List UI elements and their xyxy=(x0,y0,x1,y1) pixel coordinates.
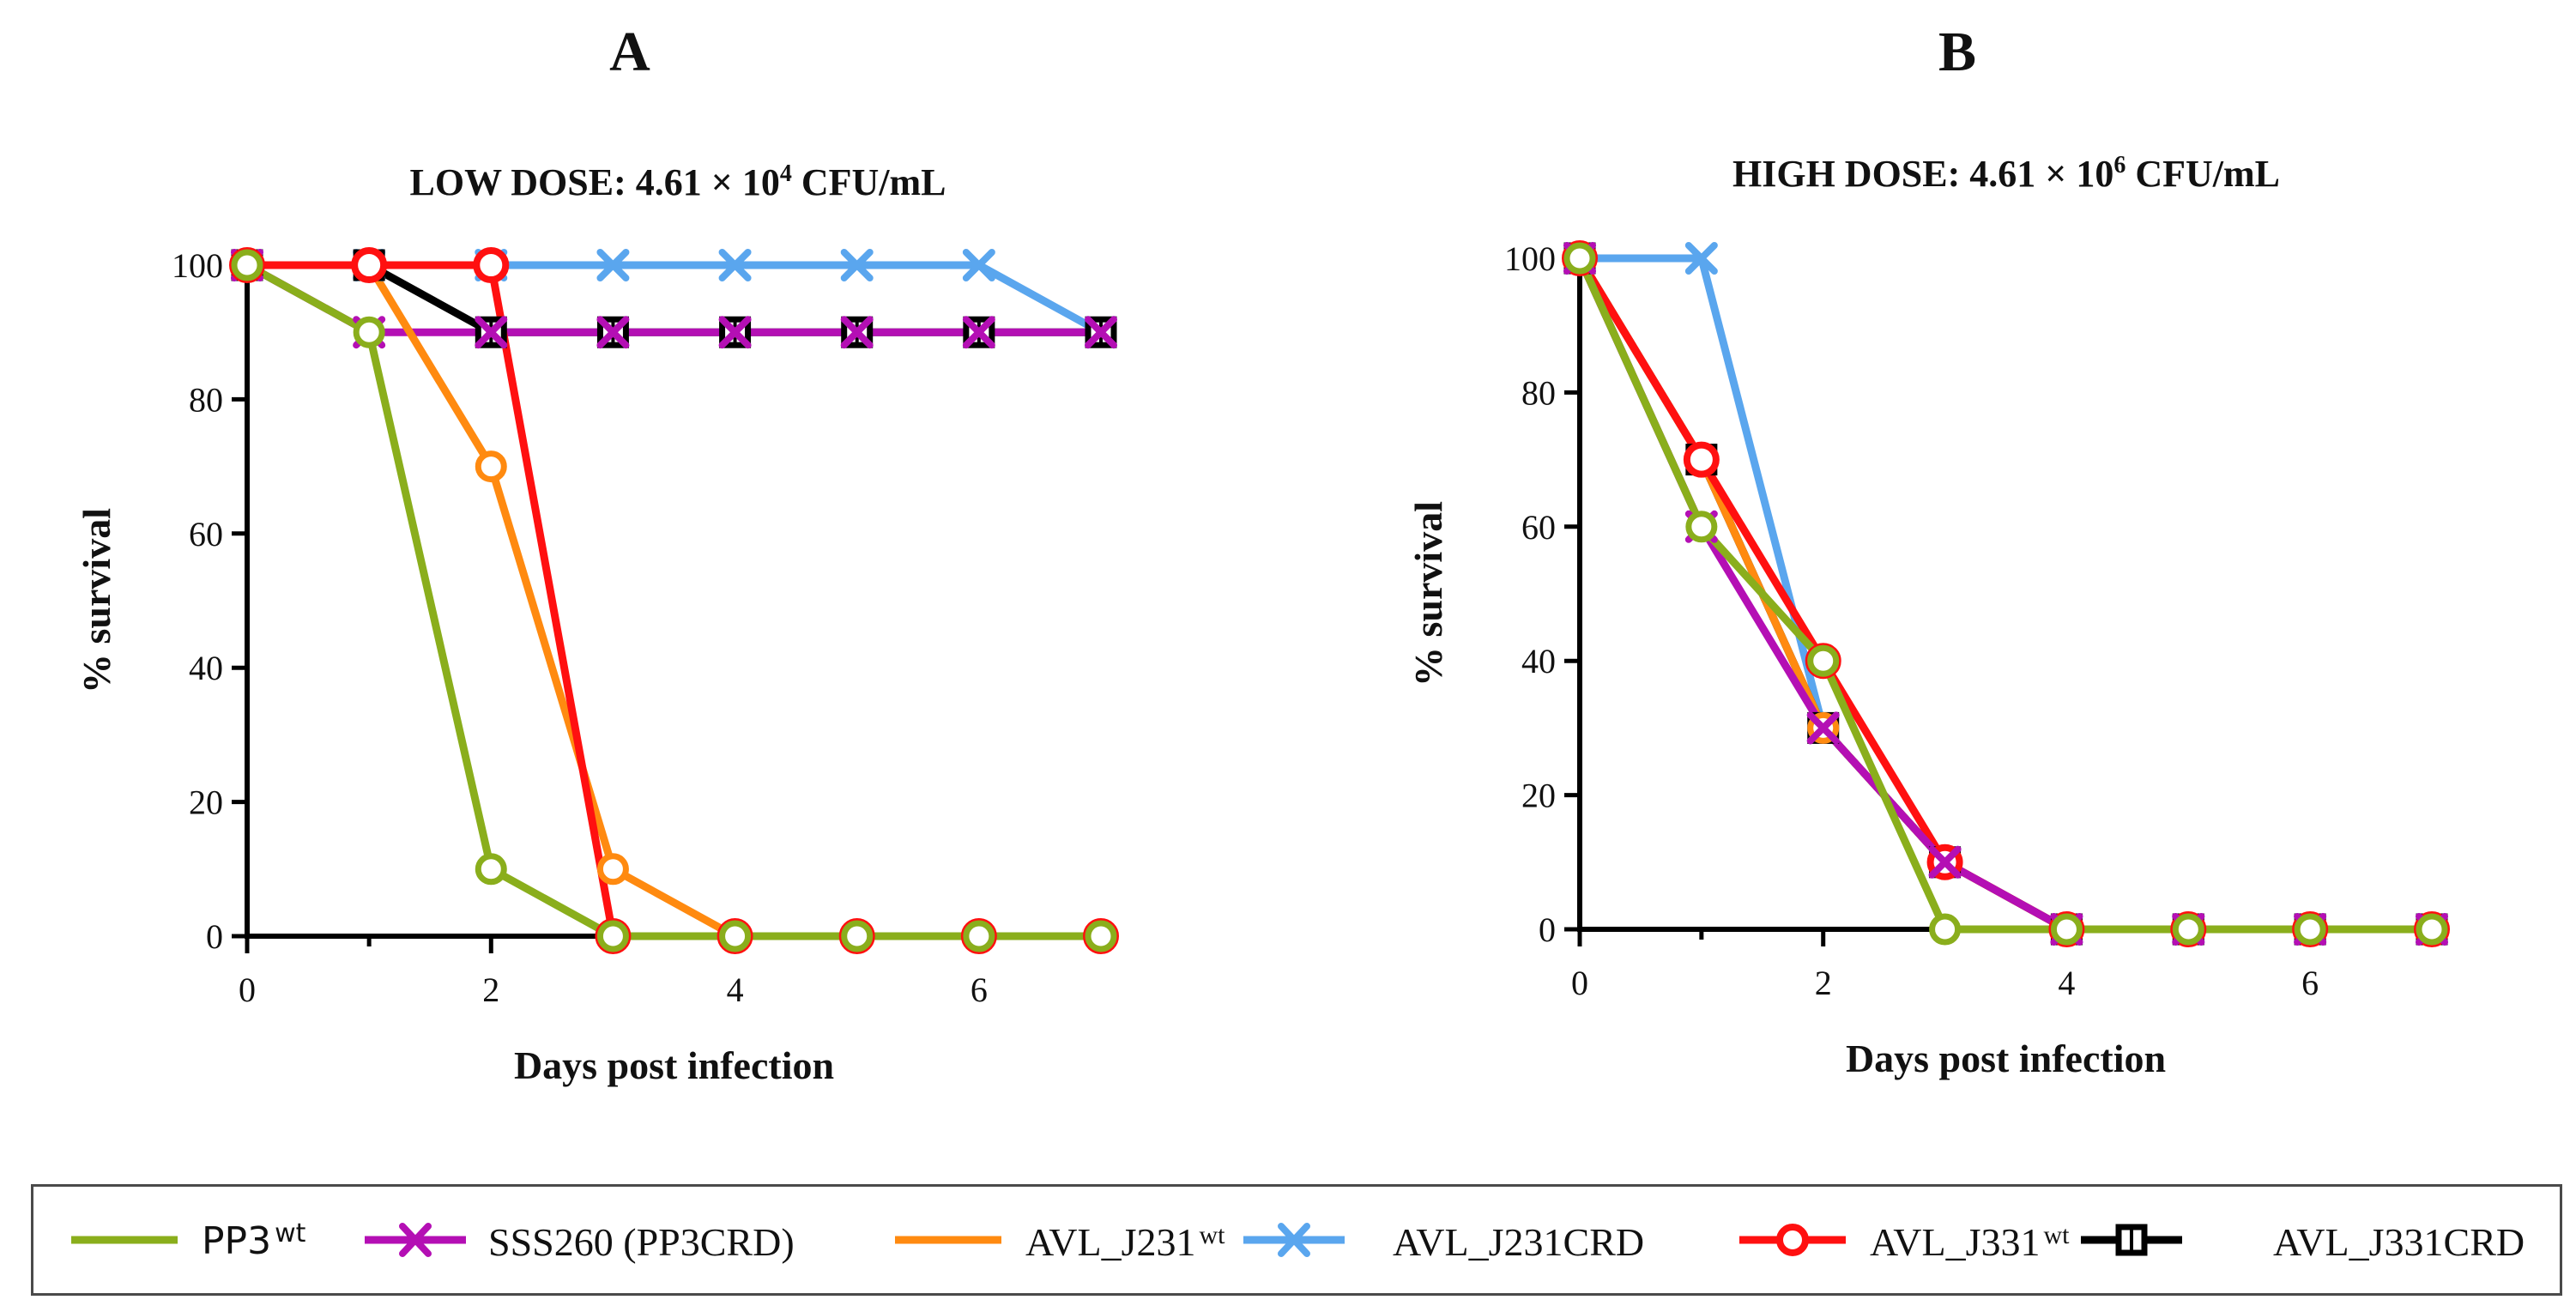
point-avl-j331 xyxy=(1683,441,1720,478)
x-tick-label: 0 xyxy=(239,970,256,1009)
x-tick-label: 6 xyxy=(971,970,988,1009)
point-stroke xyxy=(962,316,995,349)
point-avl-j331 xyxy=(473,247,510,283)
y-tick-label: 40 xyxy=(189,649,223,687)
point-pp3 xyxy=(1563,242,1596,275)
point-pp3 xyxy=(596,920,629,952)
point-avl-j231crd xyxy=(840,249,874,281)
legend-label-avl-j231crd: AVL_J231CRD xyxy=(1393,1220,1645,1264)
y-tick-label: 60 xyxy=(189,515,223,553)
point-sss260-pp3crd xyxy=(840,316,874,349)
y-tick-label: 20 xyxy=(189,783,223,822)
point-pp3 xyxy=(2416,913,2448,946)
x-axis-label: Days post infection xyxy=(514,1043,834,1087)
point-pp3 xyxy=(353,316,385,348)
y-tick-label: 0 xyxy=(206,917,223,956)
series-line-pp3 xyxy=(243,261,1105,940)
legend-swatch-avl-j231crd xyxy=(1243,1223,1345,1257)
point-avl-j331 xyxy=(351,247,388,283)
y-tick-label: 20 xyxy=(1521,777,1556,815)
point-pp3 xyxy=(1085,920,1117,952)
point-pp3 xyxy=(1807,644,1840,677)
point-pp3 xyxy=(963,920,995,952)
legend: PP3 wt SSS260 (PP3CRD) AVL_J231 wt AVL_J23… xyxy=(31,1184,2562,1296)
point-sss260-pp3crd xyxy=(718,316,752,349)
point-sss260-pp3crd xyxy=(596,316,630,349)
series-line-avl-j331crd xyxy=(1575,254,2436,934)
y-tick-label: 40 xyxy=(1521,642,1556,680)
legend-label-sss260: SSS260 (PP3CRD) xyxy=(488,1220,795,1264)
y-tick-label: 80 xyxy=(1521,373,1556,412)
point-stroke xyxy=(1806,711,1840,745)
legend-label-avl-j331crd: AVL_J331CRD xyxy=(2273,1220,2525,1264)
legend-swatch-avl-j231 xyxy=(895,1236,1001,1244)
point-avl-j231crd xyxy=(596,249,630,281)
legend-swatch-avl-j331 xyxy=(1739,1224,1846,1256)
point-sss260-pp3crd xyxy=(1928,845,1962,879)
point-sss260-pp3crd xyxy=(1806,711,1840,745)
series-line-avl-j231 xyxy=(1575,254,2436,934)
legend-swatch-pp3 xyxy=(71,1236,178,1244)
point-avl-j231crd xyxy=(718,249,752,281)
point-stroke xyxy=(1684,242,1718,275)
chart-title: LOW DOSE: 4.61 × 104 CFU/mL xyxy=(410,160,946,203)
x-tick-label: 2 xyxy=(482,970,499,1009)
series-line-sss260-pp3crd xyxy=(1575,254,2436,934)
series-line-avl-j331 xyxy=(1575,254,2436,934)
point-pp3 xyxy=(2294,913,2326,946)
point-avl-j231 xyxy=(475,450,507,483)
x-axis-label: Days post infection xyxy=(1846,1037,2166,1080)
point-sss260-pp3crd xyxy=(962,316,995,349)
x-tick-label: 2 xyxy=(1815,964,1832,1002)
point-pp3 xyxy=(1685,511,1718,543)
y-axis-label: % survival xyxy=(75,508,118,693)
point-stroke xyxy=(718,316,752,349)
series-line-pp3 xyxy=(1575,254,2436,934)
x-tick-label: 0 xyxy=(1571,964,1588,1002)
point-stroke xyxy=(1928,845,1962,879)
point-sss260-pp3crd xyxy=(475,316,508,349)
legend-label-pp3: PP3 wt xyxy=(202,1218,306,1263)
point-stroke xyxy=(475,316,508,349)
point-avl-j231 xyxy=(596,853,629,886)
point-avl-j231crd xyxy=(962,249,995,281)
point-avl-j231crd xyxy=(1684,242,1718,275)
x-tick-label: 6 xyxy=(2301,964,2319,1002)
point-pp3 xyxy=(1929,913,1962,946)
legend-swatch-sss260 xyxy=(365,1223,466,1257)
y-tick-label: 100 xyxy=(1504,239,1556,278)
point-pp3 xyxy=(231,249,263,281)
legend-label-avl-j331: AVL_J331 wt xyxy=(1870,1220,2070,1264)
point-stroke xyxy=(962,249,995,281)
series-line-sss260-pp3crd xyxy=(243,261,1105,336)
point-pp3 xyxy=(719,920,752,952)
y-tick-label: 0 xyxy=(1539,910,1556,949)
point-stroke xyxy=(840,316,874,349)
point-stroke xyxy=(596,316,630,349)
point-stroke xyxy=(840,249,874,281)
point-pp3 xyxy=(475,853,507,886)
panel-letter: A xyxy=(609,21,650,83)
legend-label-avl-j231: AVL_J231 wt xyxy=(1025,1220,1225,1264)
x-tick-label: 4 xyxy=(727,970,744,1009)
point-stroke xyxy=(596,249,630,281)
legend-swatch-avl-j331crd xyxy=(2081,1224,2182,1256)
point-stroke xyxy=(718,249,752,281)
point-pp3 xyxy=(2172,913,2204,946)
series-line-avl-j231crd xyxy=(1575,254,2436,934)
y-tick-label: 60 xyxy=(1521,508,1556,547)
panel-letter: B xyxy=(1938,21,1976,83)
y-axis-label: % survival xyxy=(1406,501,1450,686)
point-pp3 xyxy=(841,920,874,952)
point-stroke xyxy=(1085,316,1117,349)
chart-title: HIGH DOSE: 4.61 × 106 CFU/mL xyxy=(1732,152,2280,195)
y-tick-label: 80 xyxy=(189,380,223,419)
x-tick-label: 4 xyxy=(2058,964,2075,1002)
point-pp3 xyxy=(2050,913,2083,946)
point-sss260-pp3crd xyxy=(1085,316,1117,349)
y-tick-label: 100 xyxy=(172,246,223,285)
